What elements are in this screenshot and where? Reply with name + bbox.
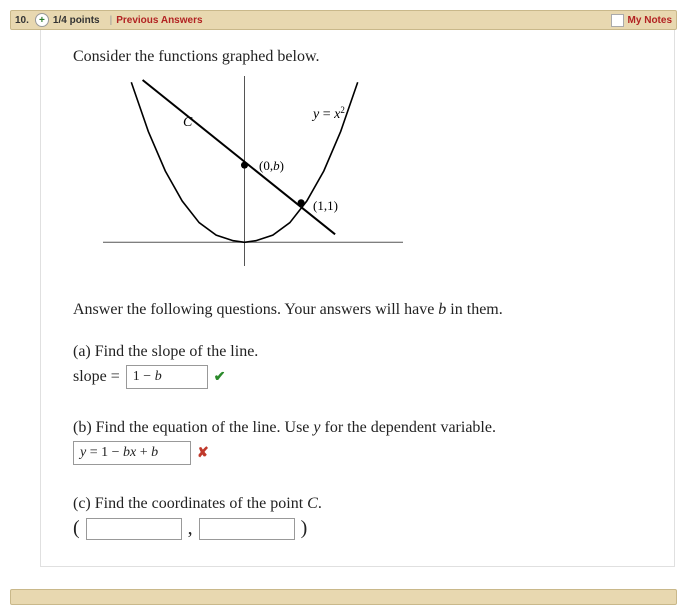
note-icon [611, 14, 624, 27]
slope-label: slope = [73, 368, 120, 386]
close-paren: ) [301, 517, 308, 540]
expand-icon[interactable]: + [35, 13, 49, 27]
function-graph: C (0,b) (1,1) y = x2 [103, 76, 646, 271]
part-c-x-input[interactable] [86, 518, 182, 540]
points-label: 1/4 points [53, 15, 100, 26]
question-body: Consider the functions graphed below. C … [40, 30, 675, 567]
part-c-y-input[interactable] [199, 518, 295, 540]
part-b-answer-box[interactable]: y = 1 − bx + b [73, 441, 191, 465]
part-b: (b) Find the equation of the line. Use y… [73, 419, 646, 465]
sub-prompt: Answer the following questions. Your ans… [73, 301, 646, 319]
part-a: (a) Find the slope of the line. slope = … [73, 343, 646, 389]
svg-text:(0,b): (0,b) [259, 158, 284, 173]
question-number: 10. [15, 15, 29, 26]
part-b-answer-value: y = 1 − bx + b [80, 445, 158, 461]
part-c-question: (c) Find the coordinates of the point C. [73, 495, 646, 513]
previous-answers-link[interactable]: Previous Answers [116, 15, 202, 26]
my-notes-link[interactable]: My Notes [628, 15, 672, 26]
question-header: 10. + 1/4 points | Previous Answers My N… [10, 10, 677, 30]
footer-bar [10, 589, 677, 605]
part-c: (c) Find the coordinates of the point C.… [73, 495, 646, 540]
part-a-answer-value: 1 − b [133, 369, 162, 385]
svg-text:(1,1): (1,1) [313, 198, 338, 213]
check-icon: ✔ [214, 369, 226, 386]
cross-icon: ✘ [197, 445, 209, 462]
part-a-question: (a) Find the slope of the line. [73, 343, 646, 361]
part-b-question: (b) Find the equation of the line. Use y… [73, 419, 646, 437]
sub-prompt-pre: Answer the following questions. Your ans… [73, 301, 438, 318]
svg-text:C: C [183, 115, 193, 130]
part-a-answer-box[interactable]: 1 − b [126, 365, 208, 389]
sub-prompt-post: in them. [446, 301, 502, 318]
prompt-text: Consider the functions graphed below. [73, 48, 646, 66]
coord-comma: , [188, 517, 193, 540]
svg-text:y = x2: y = x2 [311, 105, 345, 122]
separator: | [110, 15, 113, 26]
open-paren: ( [73, 517, 80, 540]
